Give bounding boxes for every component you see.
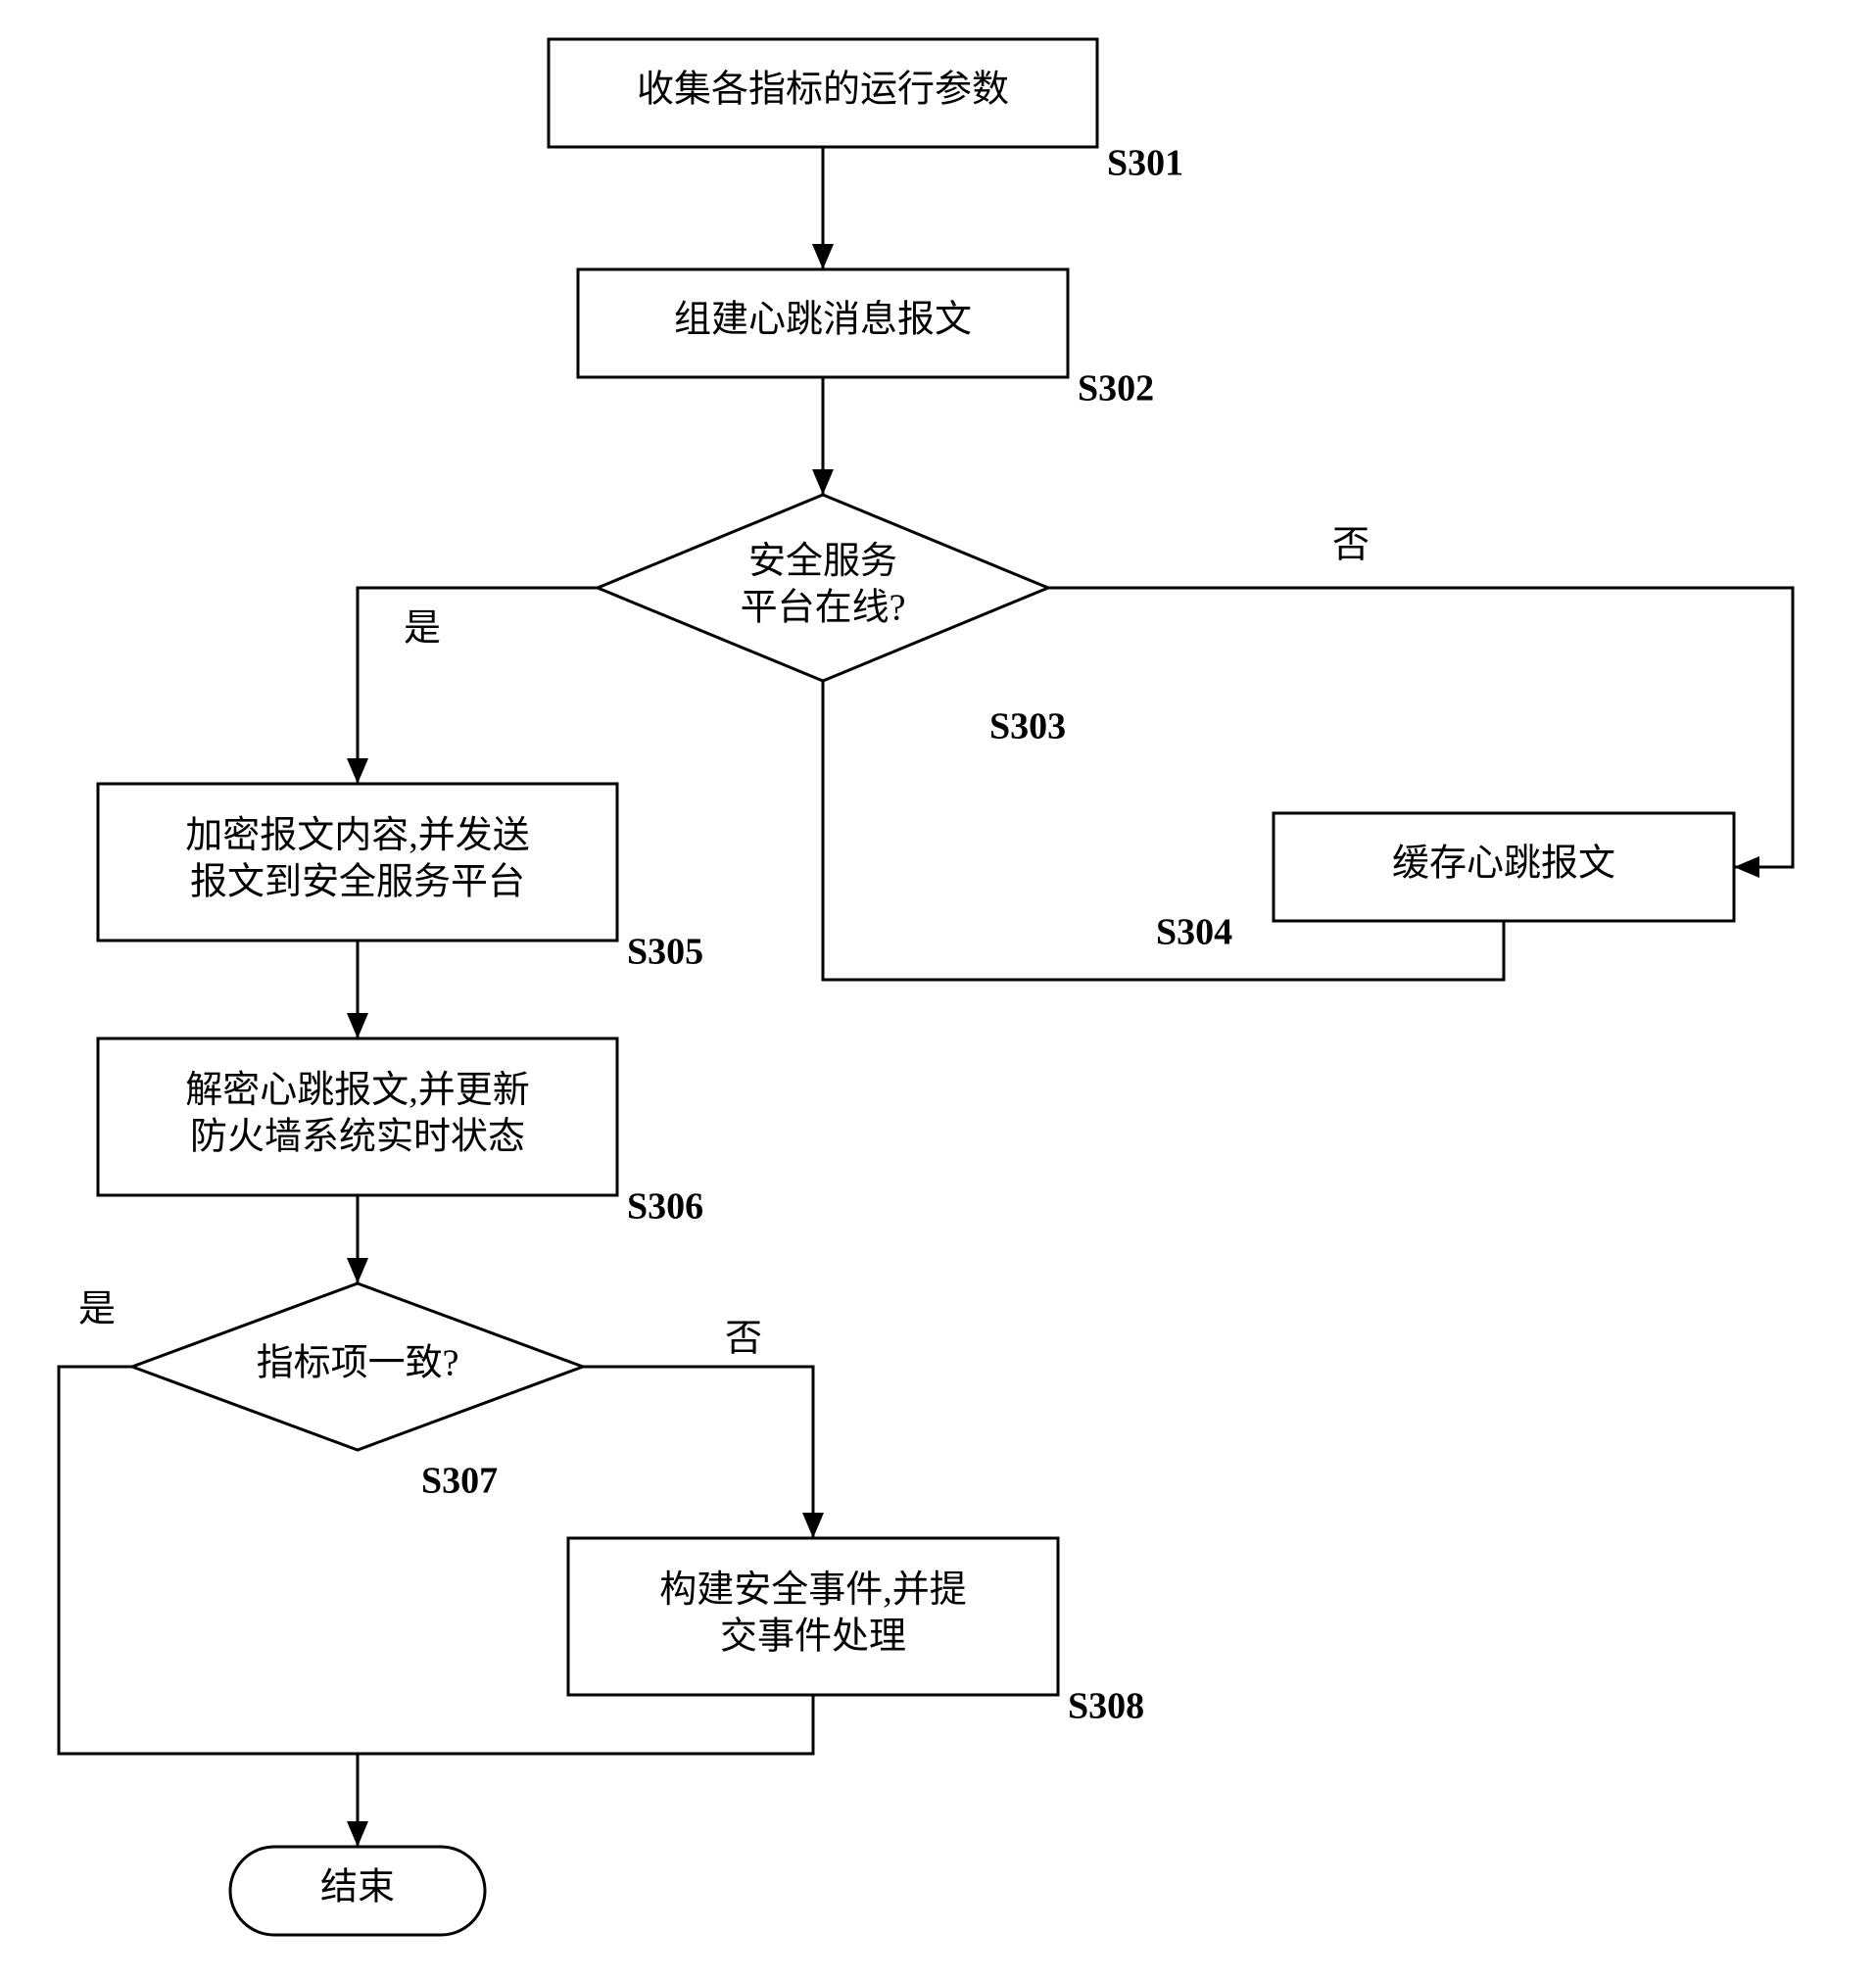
label-s307: S307 bbox=[421, 1461, 498, 1502]
svg-text:指标项一致?: 指标项一致? bbox=[257, 1343, 459, 1384]
label-s303: S303 bbox=[989, 706, 1066, 748]
svg-text:加密报文内容,并发送: 加密报文内容,并发送 bbox=[185, 815, 530, 856]
svg-text:防火墙系统实时状态: 防火墙系统实时状态 bbox=[190, 1116, 525, 1157]
branch-label: 否 bbox=[725, 1319, 762, 1360]
branch-label: 是 bbox=[404, 608, 441, 650]
svg-text:结束: 结束 bbox=[320, 1867, 395, 1908]
svg-text:解密心跳报文,并更新: 解密心跳报文,并更新 bbox=[185, 1070, 530, 1111]
label-s301: S301 bbox=[1107, 143, 1183, 184]
label-s306: S306 bbox=[627, 1186, 703, 1228]
branch-label: 否 bbox=[1332, 525, 1370, 566]
svg-text:平台在线?: 平台在线? bbox=[741, 587, 906, 628]
svg-text:组建心跳消息报文: 组建心跳消息报文 bbox=[674, 300, 972, 341]
svg-text:安全服务: 安全服务 bbox=[748, 541, 897, 582]
branch-label: 是 bbox=[78, 1289, 116, 1330]
svg-text:构建安全事件,并提: 构建安全事件,并提 bbox=[659, 1569, 967, 1611]
svg-text:收集各指标的运行参数: 收集各指标的运行参数 bbox=[637, 70, 1009, 111]
label-s305: S305 bbox=[627, 932, 703, 973]
svg-text:交事件处理: 交事件处理 bbox=[720, 1616, 906, 1657]
label-s302: S302 bbox=[1078, 368, 1154, 410]
svg-text:报文到安全服务平台: 报文到安全服务平台 bbox=[190, 861, 525, 902]
label-s308: S308 bbox=[1068, 1686, 1144, 1727]
label-s304: S304 bbox=[1156, 912, 1232, 953]
svg-text:缓存心跳报文: 缓存心跳报文 bbox=[1392, 844, 1615, 885]
